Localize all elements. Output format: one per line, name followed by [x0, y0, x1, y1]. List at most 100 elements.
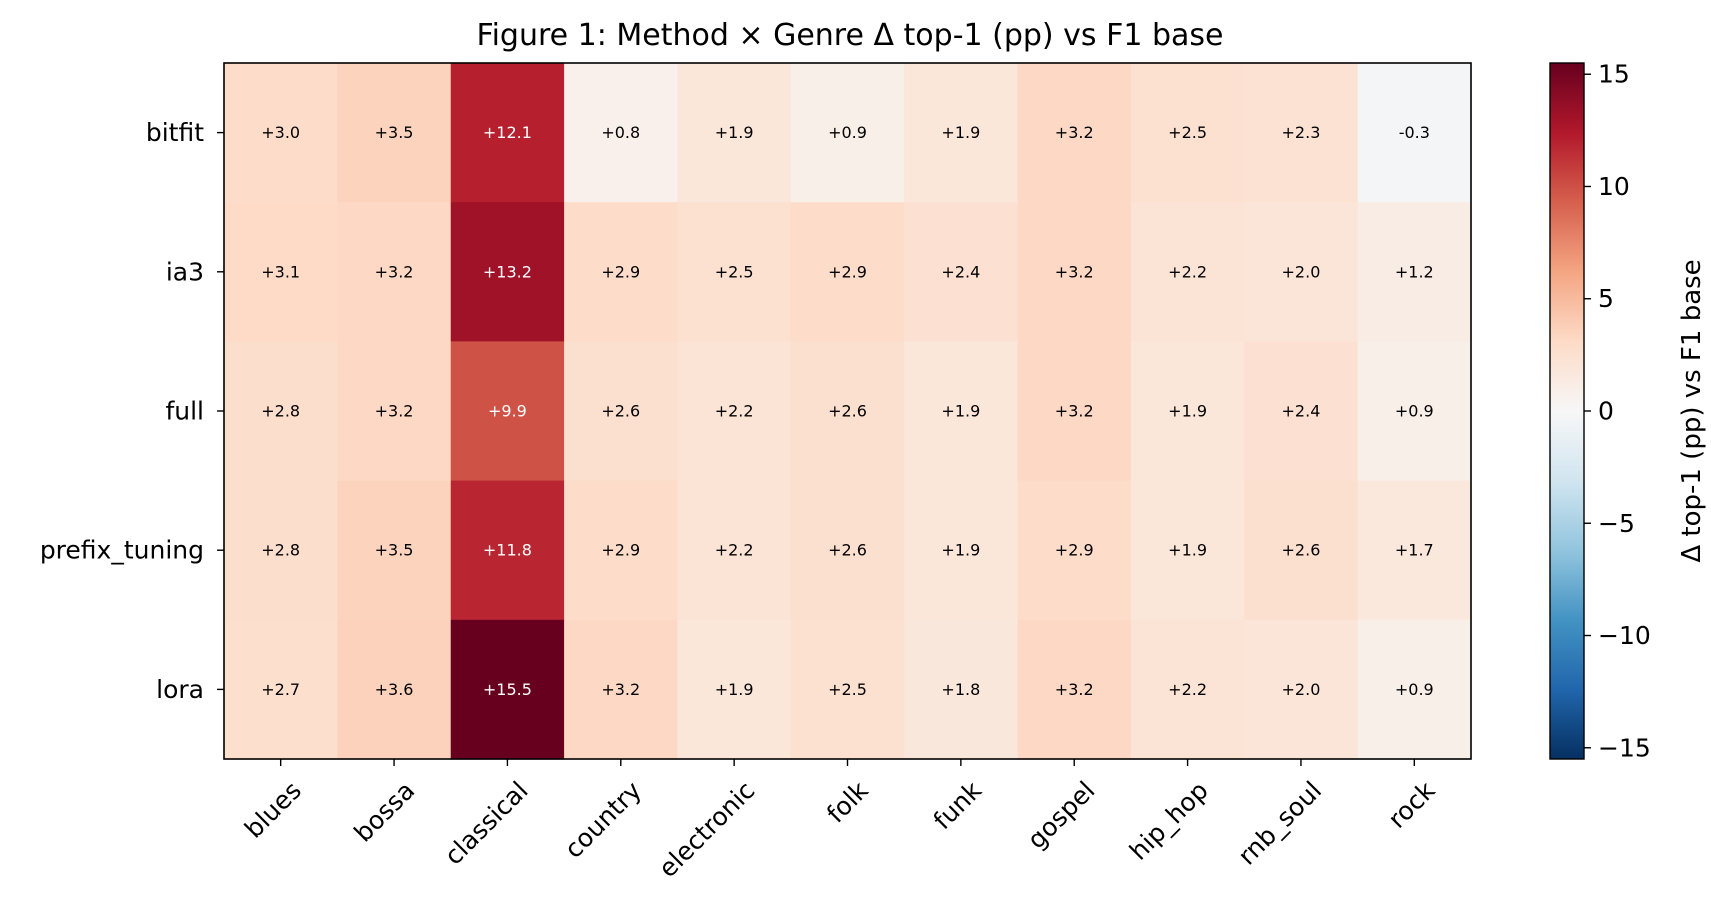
cell-value-label: +1.9 [715, 123, 754, 142]
heatmap-cell [1130, 480, 1245, 621]
cell-value-label: +13.2 [483, 262, 532, 281]
heatmap-cell [677, 480, 792, 621]
heatmap-cell [677, 63, 792, 203]
cell-value-label: +3.5 [375, 541, 414, 560]
heatmap-cell [337, 63, 452, 203]
heatmap-cell [564, 63, 679, 203]
heatmap-cell [337, 341, 452, 482]
colorbar-tick-label: −15 [1598, 733, 1651, 762]
heatmap-cell [1017, 341, 1132, 482]
cell-value-label: +2.4 [1282, 402, 1321, 421]
heatmap-cell [564, 341, 679, 482]
heatmap-cell [1244, 480, 1359, 621]
cell-value-label: +9.9 [488, 402, 527, 421]
heatmap-cell [790, 480, 905, 621]
cell-value-label: +2.3 [1282, 123, 1321, 142]
x-tick-label: blues [239, 776, 307, 844]
colorbar-gradient [1550, 63, 1584, 759]
cell-value-label: +1.9 [1168, 541, 1207, 560]
heatmap-cell [564, 202, 679, 342]
colorbar: 15 10 5 0 −5 −10 −15 Δ top-1 (pp) vs F1 base [1549, 60, 1707, 762]
cell-value-label: +3.0 [261, 123, 300, 142]
heatmap-cell [790, 341, 905, 482]
heatmap-cell-labels: +3.0 +3.5 +12.1 +0.8 +1.9 +0.9 +1.9 +3.2 +2.5 +2.… [261, 123, 1433, 699]
heatmap-cell [1244, 202, 1359, 342]
cell-value-label: +0.9 [1395, 680, 1434, 699]
x-tick-label: bossa [348, 776, 420, 848]
heatmap-cell [224, 63, 338, 203]
heatmap-cell [1357, 341, 1472, 482]
cell-value-label: +3.2 [1055, 402, 1094, 421]
cell-value-label: +1.8 [941, 680, 980, 699]
cell-value-label: +1.9 [941, 402, 980, 421]
cell-value-label: +3.2 [601, 680, 640, 699]
cell-value-label: +2.4 [941, 262, 980, 281]
cell-value-label: +2.7 [261, 680, 300, 699]
cell-value-label: +3.1 [261, 262, 300, 281]
cell-value-label: +1.9 [941, 123, 980, 142]
cell-value-label: +2.0 [1282, 680, 1321, 699]
cell-value-label: +3.5 [375, 123, 414, 142]
x-tick-label: folk [821, 775, 874, 828]
heatmap-cell [1017, 619, 1132, 760]
cell-value-label: +2.0 [1282, 262, 1321, 281]
cell-value-label: +3.2 [1055, 680, 1094, 699]
colorbar-tick-label: −10 [1598, 621, 1651, 650]
cell-value-label: +0.9 [1395, 402, 1434, 421]
y-tick-label: lora [156, 675, 204, 704]
x-tick-label: rock [1382, 775, 1441, 834]
heatmap-cell [450, 480, 565, 621]
cell-value-label: +2.6 [1282, 541, 1321, 560]
x-tick-label: country [559, 776, 647, 864]
cell-value-label: +2.9 [601, 541, 640, 560]
cell-value-label: +2.2 [1168, 262, 1207, 281]
heatmap-cell [1244, 341, 1359, 482]
colorbar-tick-label: 5 [1598, 284, 1614, 313]
heatmap-cell [1357, 480, 1472, 621]
heatmap-cell [1357, 63, 1472, 203]
cell-value-label: +1.2 [1395, 262, 1434, 281]
heatmap-cell [1130, 202, 1245, 342]
heatmap-cell [1017, 480, 1132, 621]
cell-value-label: +2.6 [828, 402, 867, 421]
heatmap-cell [224, 341, 338, 482]
heatmap-cell [1244, 63, 1359, 203]
cell-value-label: +2.2 [715, 541, 754, 560]
colorbar-ticks: 15 10 5 0 −5 −10 −15 [1584, 60, 1651, 762]
cell-value-label: +3.6 [375, 680, 414, 699]
heatmap-cell [224, 480, 338, 621]
cell-value-label: +2.9 [601, 262, 640, 281]
x-tick-label: electronic [653, 776, 760, 883]
colorbar-tick-label: 0 [1598, 397, 1614, 426]
heatmap-cell [790, 619, 905, 760]
x-tick-label: funk [928, 775, 988, 835]
heatmap-cell [1357, 619, 1472, 760]
heatmap-cell [904, 202, 1019, 342]
cell-value-label: +2.6 [828, 541, 867, 560]
cell-value-label: +2.9 [1055, 541, 1094, 560]
heatmap-cell [1130, 341, 1245, 482]
heatmap-cell [1130, 63, 1245, 203]
cell-value-label: +3.2 [1055, 123, 1094, 142]
x-tick-label: hip_hop [1124, 776, 1214, 866]
y-tick-label: full [165, 397, 204, 426]
cell-value-label: +0.8 [601, 123, 640, 142]
heatmap-cell [337, 619, 452, 760]
heatmap-cell [1357, 202, 1472, 342]
heatmap-cell [677, 341, 792, 482]
cell-value-label: +2.2 [1168, 680, 1207, 699]
heatmap-cell [564, 480, 679, 621]
cell-value-label: +3.2 [375, 262, 414, 281]
heatmap-cell [1017, 63, 1132, 203]
cell-value-label: +2.5 [715, 262, 754, 281]
heatmap-cell [450, 202, 565, 342]
y-tick-label: ia3 [166, 257, 204, 286]
heatmap-cell [224, 619, 338, 760]
heatmap-cell [904, 619, 1019, 760]
cell-value-label: +1.7 [1395, 541, 1434, 560]
heatmap-cell [904, 480, 1019, 621]
heatmap-cell [337, 480, 452, 621]
colorbar-label: Δ top-1 (pp) vs F1 base [1677, 259, 1707, 562]
